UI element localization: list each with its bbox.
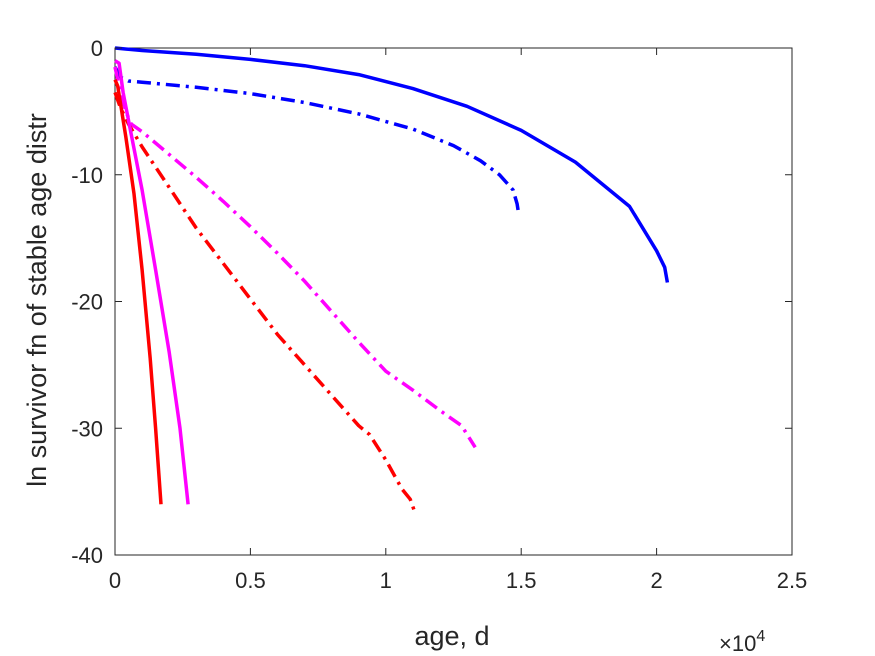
series-line-5	[114, 59, 190, 505]
x-tick-label: 2.5	[777, 568, 808, 593]
series-line-4	[113, 91, 418, 515]
series-line-1	[114, 46, 670, 283]
tick-layer: 0 0.5 1 1.5 2 2.5 0 -10 -20 -30 -40	[71, 36, 807, 593]
x-tick-label: 0	[109, 568, 121, 593]
x-axis-label: age, d	[414, 621, 489, 651]
axes-box	[114, 47, 793, 556]
x-tick-label: 1	[380, 568, 392, 593]
y-tick-label: -30	[71, 416, 103, 441]
y-axis-label: ln survivor fn of stable age distr	[22, 113, 52, 487]
x-tick-label: 0.5	[235, 568, 266, 593]
series-line-6	[113, 79, 163, 505]
y-tick-label: -40	[71, 543, 103, 568]
series-layer	[113, 46, 670, 515]
x-tick-label: 1.5	[506, 568, 537, 593]
series-line-3	[113, 66, 477, 449]
y-tick-label: -20	[71, 290, 103, 315]
plot-area	[114, 47, 793, 556]
y-tick-label: -10	[71, 163, 103, 188]
x-tick-label: 2	[650, 568, 662, 593]
y-tick-label: 0	[91, 36, 103, 61]
x-axis-exponent: ×104	[719, 628, 765, 656]
series-line-2	[113, 66, 521, 214]
